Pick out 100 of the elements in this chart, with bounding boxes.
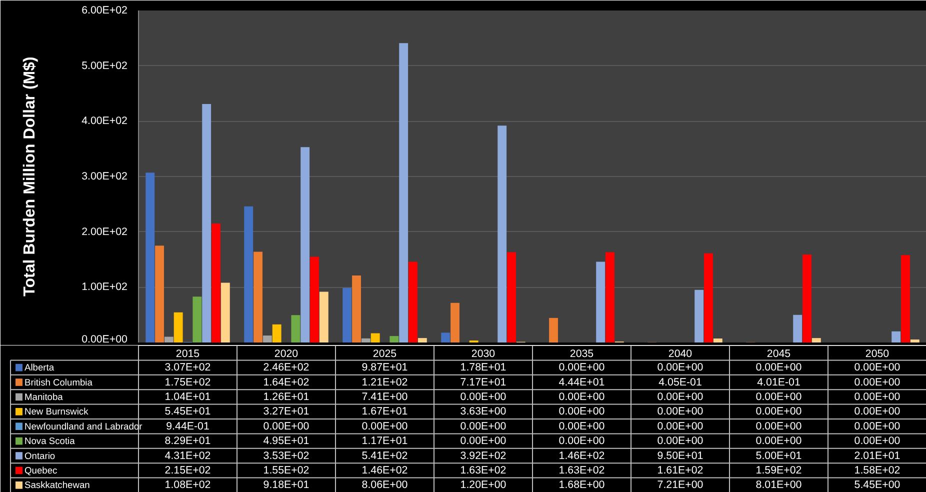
data-label: 1.20E+00 — [460, 479, 506, 492]
data-label: 9.44E-01 — [166, 420, 210, 432]
data-label: 1.64E+02 — [263, 376, 310, 388]
bar — [174, 312, 183, 342]
data-label: 1.04E+01 — [164, 390, 211, 403]
legend-label: Nova Scotia — [24, 436, 76, 446]
data-label: 3.27E+01 — [263, 406, 310, 418]
x-tick-label: 2050 — [865, 348, 890, 360]
bar — [704, 253, 713, 342]
bar — [793, 314, 802, 342]
data-label: 0.00E+00 — [460, 390, 506, 403]
data-label: 1.17E+01 — [362, 435, 408, 448]
data-label: 3.53E+02 — [263, 450, 310, 462]
bar — [910, 339, 920, 342]
data-label: 1.67E+01 — [362, 406, 408, 418]
data-label: 5.45E+01 — [164, 406, 211, 418]
bar — [812, 338, 821, 342]
data-label: 7.17E+01 — [460, 376, 506, 388]
data-label: 7.21E+00 — [657, 479, 704, 492]
bar — [370, 333, 380, 342]
bar — [596, 262, 606, 342]
data-label: 7.41E+00 — [362, 390, 408, 403]
data-label: 1.63E+02 — [460, 464, 506, 476]
data-label: 0.00E+00 — [854, 420, 900, 432]
data-label: 9.50E+01 — [657, 450, 704, 462]
data-label: 1.08E+02 — [164, 479, 211, 492]
bar — [713, 338, 722, 342]
data-label: 4.44E+01 — [558, 376, 605, 388]
data-label: 1.75E+02 — [164, 376, 211, 388]
data-label: 1.26E+01 — [263, 390, 310, 403]
data-label: 1.63E+02 — [558, 464, 605, 476]
bar — [262, 336, 272, 342]
bar — [254, 252, 262, 342]
bar — [244, 206, 254, 342]
bar — [498, 126, 507, 342]
legend-label: Manitoba — [24, 392, 64, 402]
data-label: 1.68E+00 — [558, 479, 605, 492]
data-label: 0.00E+00 — [657, 435, 704, 448]
data-label: 0.00E+00 — [756, 435, 802, 448]
bar — [164, 336, 174, 342]
data-label: 1.21E+02 — [362, 376, 408, 388]
bar — [212, 224, 220, 342]
data-label: 1.59E+02 — [756, 464, 802, 476]
bar — [300, 147, 310, 342]
legend-label: Ontario — [24, 450, 56, 461]
bar — [901, 255, 910, 342]
bar — [146, 172, 155, 342]
data-label: 8.29E+01 — [164, 435, 211, 448]
y-tick-label: 5.00E+02 — [82, 60, 128, 72]
x-tick-label: 2030 — [471, 348, 496, 360]
x-tick-label: 2045 — [766, 348, 791, 360]
data-label: 1.55E+02 — [263, 464, 310, 476]
data-label: 9.18E+01 — [263, 479, 310, 492]
data-label: 0.00E+00 — [756, 406, 802, 418]
x-tick-label: 2020 — [274, 348, 298, 360]
bar — [390, 336, 399, 342]
data-label: 0.00E+00 — [558, 406, 605, 418]
data-label: 1.78E+01 — [460, 362, 506, 374]
bar — [202, 104, 212, 342]
data-label: 0.00E+00 — [657, 390, 704, 403]
data-label: 4.05E-01 — [658, 376, 702, 388]
bar — [310, 256, 319, 342]
data-label: 0.00E+00 — [756, 362, 802, 374]
x-tick-label: 2015 — [176, 348, 200, 360]
bar — [319, 292, 328, 342]
legend-label: New Burnswick — [24, 406, 89, 417]
bar — [450, 302, 460, 342]
legend-label: Quebec — [24, 465, 58, 476]
data-label: 4.95E+01 — [263, 435, 310, 448]
x-tick-label: 2025 — [372, 348, 397, 360]
data-label: 0.00E+00 — [263, 420, 310, 432]
data-label: 0.00E+00 — [558, 420, 605, 432]
bar — [892, 331, 901, 342]
bar — [399, 43, 408, 342]
data-label: 0.00E+00 — [854, 362, 900, 374]
data-label: 8.01E+00 — [756, 479, 802, 492]
data-label: 0.00E+00 — [657, 420, 704, 432]
bar — [408, 262, 418, 342]
bar — [272, 324, 282, 342]
bar — [352, 276, 361, 342]
bar — [220, 282, 230, 342]
data-label: 0.00E+00 — [558, 362, 605, 374]
x-tick-label: 2040 — [668, 348, 692, 360]
legend-label: Saskkatchewan — [24, 480, 90, 490]
data-label: 4.31E+02 — [164, 450, 211, 462]
bar — [606, 252, 614, 342]
data-label: 1.61E+02 — [657, 464, 704, 476]
y-tick-label: 6.00E+02 — [82, 4, 128, 16]
bar — [192, 296, 202, 342]
bar — [441, 332, 450, 342]
data-label: 0.00E+00 — [558, 390, 605, 403]
y-axis-title: Total Burden Million Dollar (M$) — [22, 56, 39, 296]
y-tick-label: 3.00E+02 — [82, 170, 128, 182]
data-label: 5.45E+00 — [854, 479, 900, 492]
x-tick-label: 2035 — [570, 348, 594, 360]
data-label: 1.58E+02 — [854, 464, 900, 476]
data-label: 0.00E+00 — [854, 406, 900, 418]
data-label: 1.46E+02 — [558, 450, 605, 462]
bar — [291, 315, 300, 342]
y-tick-label: 4.00E+02 — [82, 115, 128, 128]
